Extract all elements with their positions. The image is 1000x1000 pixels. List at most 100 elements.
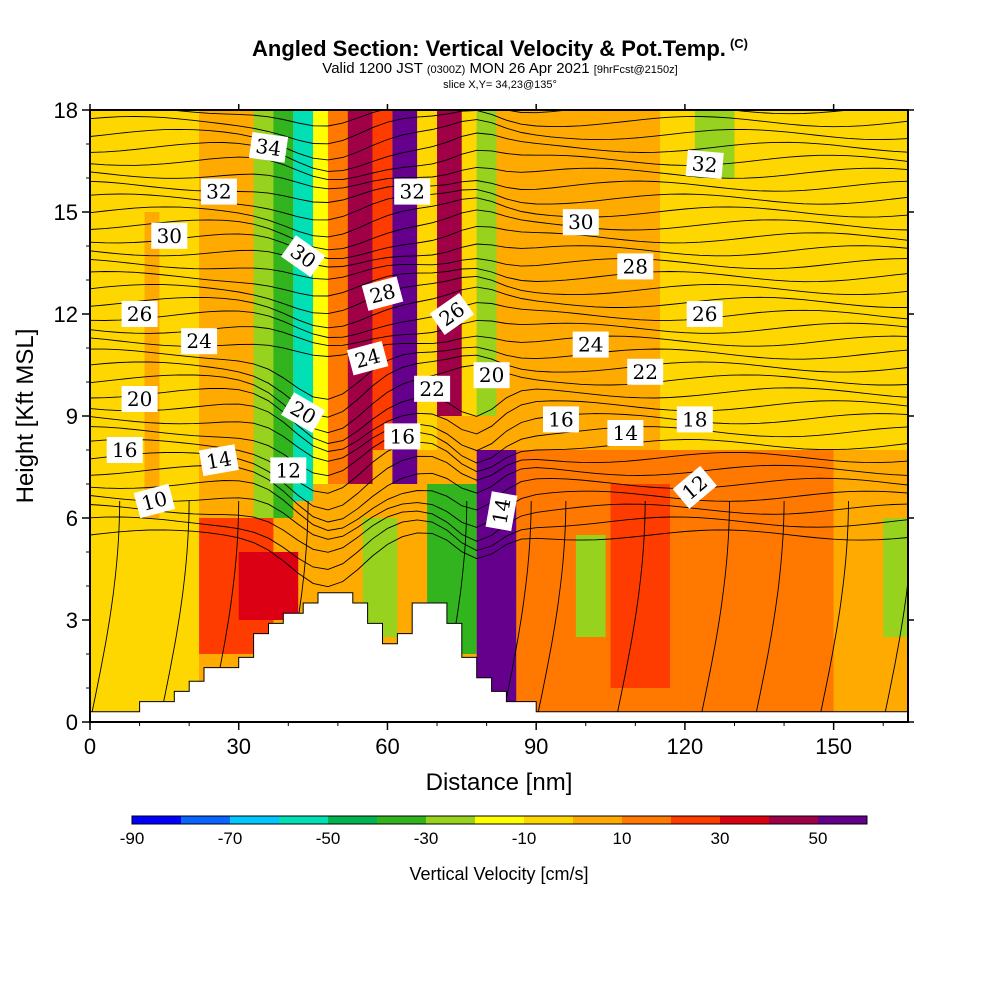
colorbar-tick-label: -50: [316, 829, 341, 848]
contour-label: 34: [248, 132, 289, 163]
colorbar-segment: [524, 816, 573, 824]
contour-label-box: [121, 386, 158, 412]
contour-label: 22: [627, 358, 664, 385]
colorbar-segment: [622, 816, 671, 824]
contour-label-box: [280, 235, 326, 278]
colorbar-segment: [279, 816, 328, 824]
theta-contour: [90, 132, 908, 172]
contour-label-text: 20: [127, 387, 152, 411]
colorbar-title: Vertical Velocity [cm/s]: [409, 864, 588, 884]
contour-label-text: 30: [568, 210, 593, 234]
colorbar-segment: [328, 816, 377, 824]
theta-contour-low: [90, 500, 121, 722]
contour-label-text: 12: [276, 458, 301, 482]
colorbar-segment: [426, 816, 475, 824]
x-tick-label: 30: [226, 734, 250, 759]
theta-contour-low: [753, 500, 785, 722]
terrain-profile: [90, 592, 908, 722]
colorbar-segment: [818, 816, 867, 824]
colorbar-segment: [769, 816, 818, 824]
velocity-cell: [238, 552, 299, 620]
theta-contour: [90, 258, 908, 280]
title-text: Angled Section: Vertical Velocity & Pot.…: [252, 36, 726, 61]
colorbar-segment: [720, 816, 769, 824]
chart-title: Angled Section: Vertical Velocity & Pot.…: [0, 36, 1000, 62]
contour-label: 26: [121, 301, 158, 327]
theta-contour-low: [818, 500, 849, 722]
contour-label-text: 26: [127, 302, 152, 326]
y-tick-label: 6: [66, 506, 78, 531]
colorbar-tick-label: -30: [414, 829, 439, 848]
contour-label-box: [485, 491, 518, 532]
contour-label: 16: [543, 406, 579, 433]
contour-label-box: [121, 301, 158, 327]
forecast-info: [9hrFcst@2150z]: [593, 64, 678, 76]
contour-label-box: [676, 406, 713, 433]
contour-label-box: [562, 209, 599, 236]
y-tick-label: 9: [66, 404, 78, 429]
theta-contour: [90, 354, 908, 418]
contour-label: 30: [562, 209, 599, 236]
contour-label-box: [106, 437, 143, 463]
theta-contour: [90, 413, 908, 462]
velocity-cell: [273, 110, 294, 518]
contour-label-box: [198, 444, 239, 477]
contour-label-box: [394, 178, 431, 205]
colorbar-tick-label: -70: [218, 829, 243, 848]
contour-label-text: 14: [487, 497, 515, 526]
velocity-cell: [253, 110, 274, 518]
theta-contour-low: [615, 500, 646, 722]
contour-label-text: 14: [613, 421, 638, 445]
contour-label: 14: [607, 420, 644, 446]
contour-label-text: 28: [623, 254, 648, 278]
velocity-cell: [883, 518, 908, 637]
theta-contour-low: [501, 500, 532, 722]
valid-date: MON 26 Apr 2021: [469, 60, 590, 77]
velocity-cell: [293, 110, 314, 501]
theta-contour: [90, 503, 908, 553]
colorbar: -90 -70 -50 -30 -10 10 30 50: [120, 815, 868, 848]
contour-label-box: [686, 301, 723, 327]
contour-label-box: [151, 222, 188, 249]
contour-label-text: 26: [692, 302, 717, 326]
theta-contour-low: [882, 577, 908, 722]
colorbar-tick-label: 10: [613, 829, 632, 848]
velocity-cell: [327, 110, 348, 484]
chart-subtitle: Valid 1200 JST (0300Z) MON 26 Apr 2021 […: [0, 60, 1000, 77]
theta-contour: [90, 267, 908, 297]
theta-contour: [90, 209, 908, 251]
contour-label-text: 24: [186, 329, 211, 353]
contour-label-box: [617, 253, 654, 280]
velocity-cell: [610, 484, 671, 688]
contour-label: 22: [414, 375, 451, 402]
contour-label-text: 30: [157, 224, 182, 248]
y-tick-label: 3: [66, 608, 78, 633]
contour-label-box: [361, 276, 404, 311]
contour-label-box: [473, 362, 510, 389]
contour-label-box: [429, 293, 475, 335]
velocity-cell: [496, 110, 661, 450]
contour-label: 10: [133, 483, 176, 519]
contour-label: 24: [346, 340, 389, 376]
y-tick-label: 15: [54, 200, 78, 225]
velocity-cell: [90, 110, 200, 722]
contour-label-box: [248, 132, 289, 163]
theta-contour: [90, 110, 908, 145]
velocity-field: [90, 110, 908, 722]
contour-label-box: [133, 483, 176, 519]
theta-contour: [167, 110, 853, 127]
contour-label: 32: [200, 178, 237, 205]
theta-contour: [90, 166, 908, 190]
theta-contour-low: [158, 500, 190, 722]
y-tick-label: 18: [54, 98, 78, 123]
theta-contour: [90, 529, 908, 588]
contour-label-text: 20: [479, 363, 504, 387]
contour-label-text: 16: [390, 424, 415, 448]
x-tick-label: 150: [815, 734, 852, 759]
contour-label-text: 22: [419, 377, 444, 401]
colorbar-segment: [573, 816, 622, 824]
terrain: [90, 592, 908, 722]
contour-label-text: 34: [254, 134, 283, 161]
